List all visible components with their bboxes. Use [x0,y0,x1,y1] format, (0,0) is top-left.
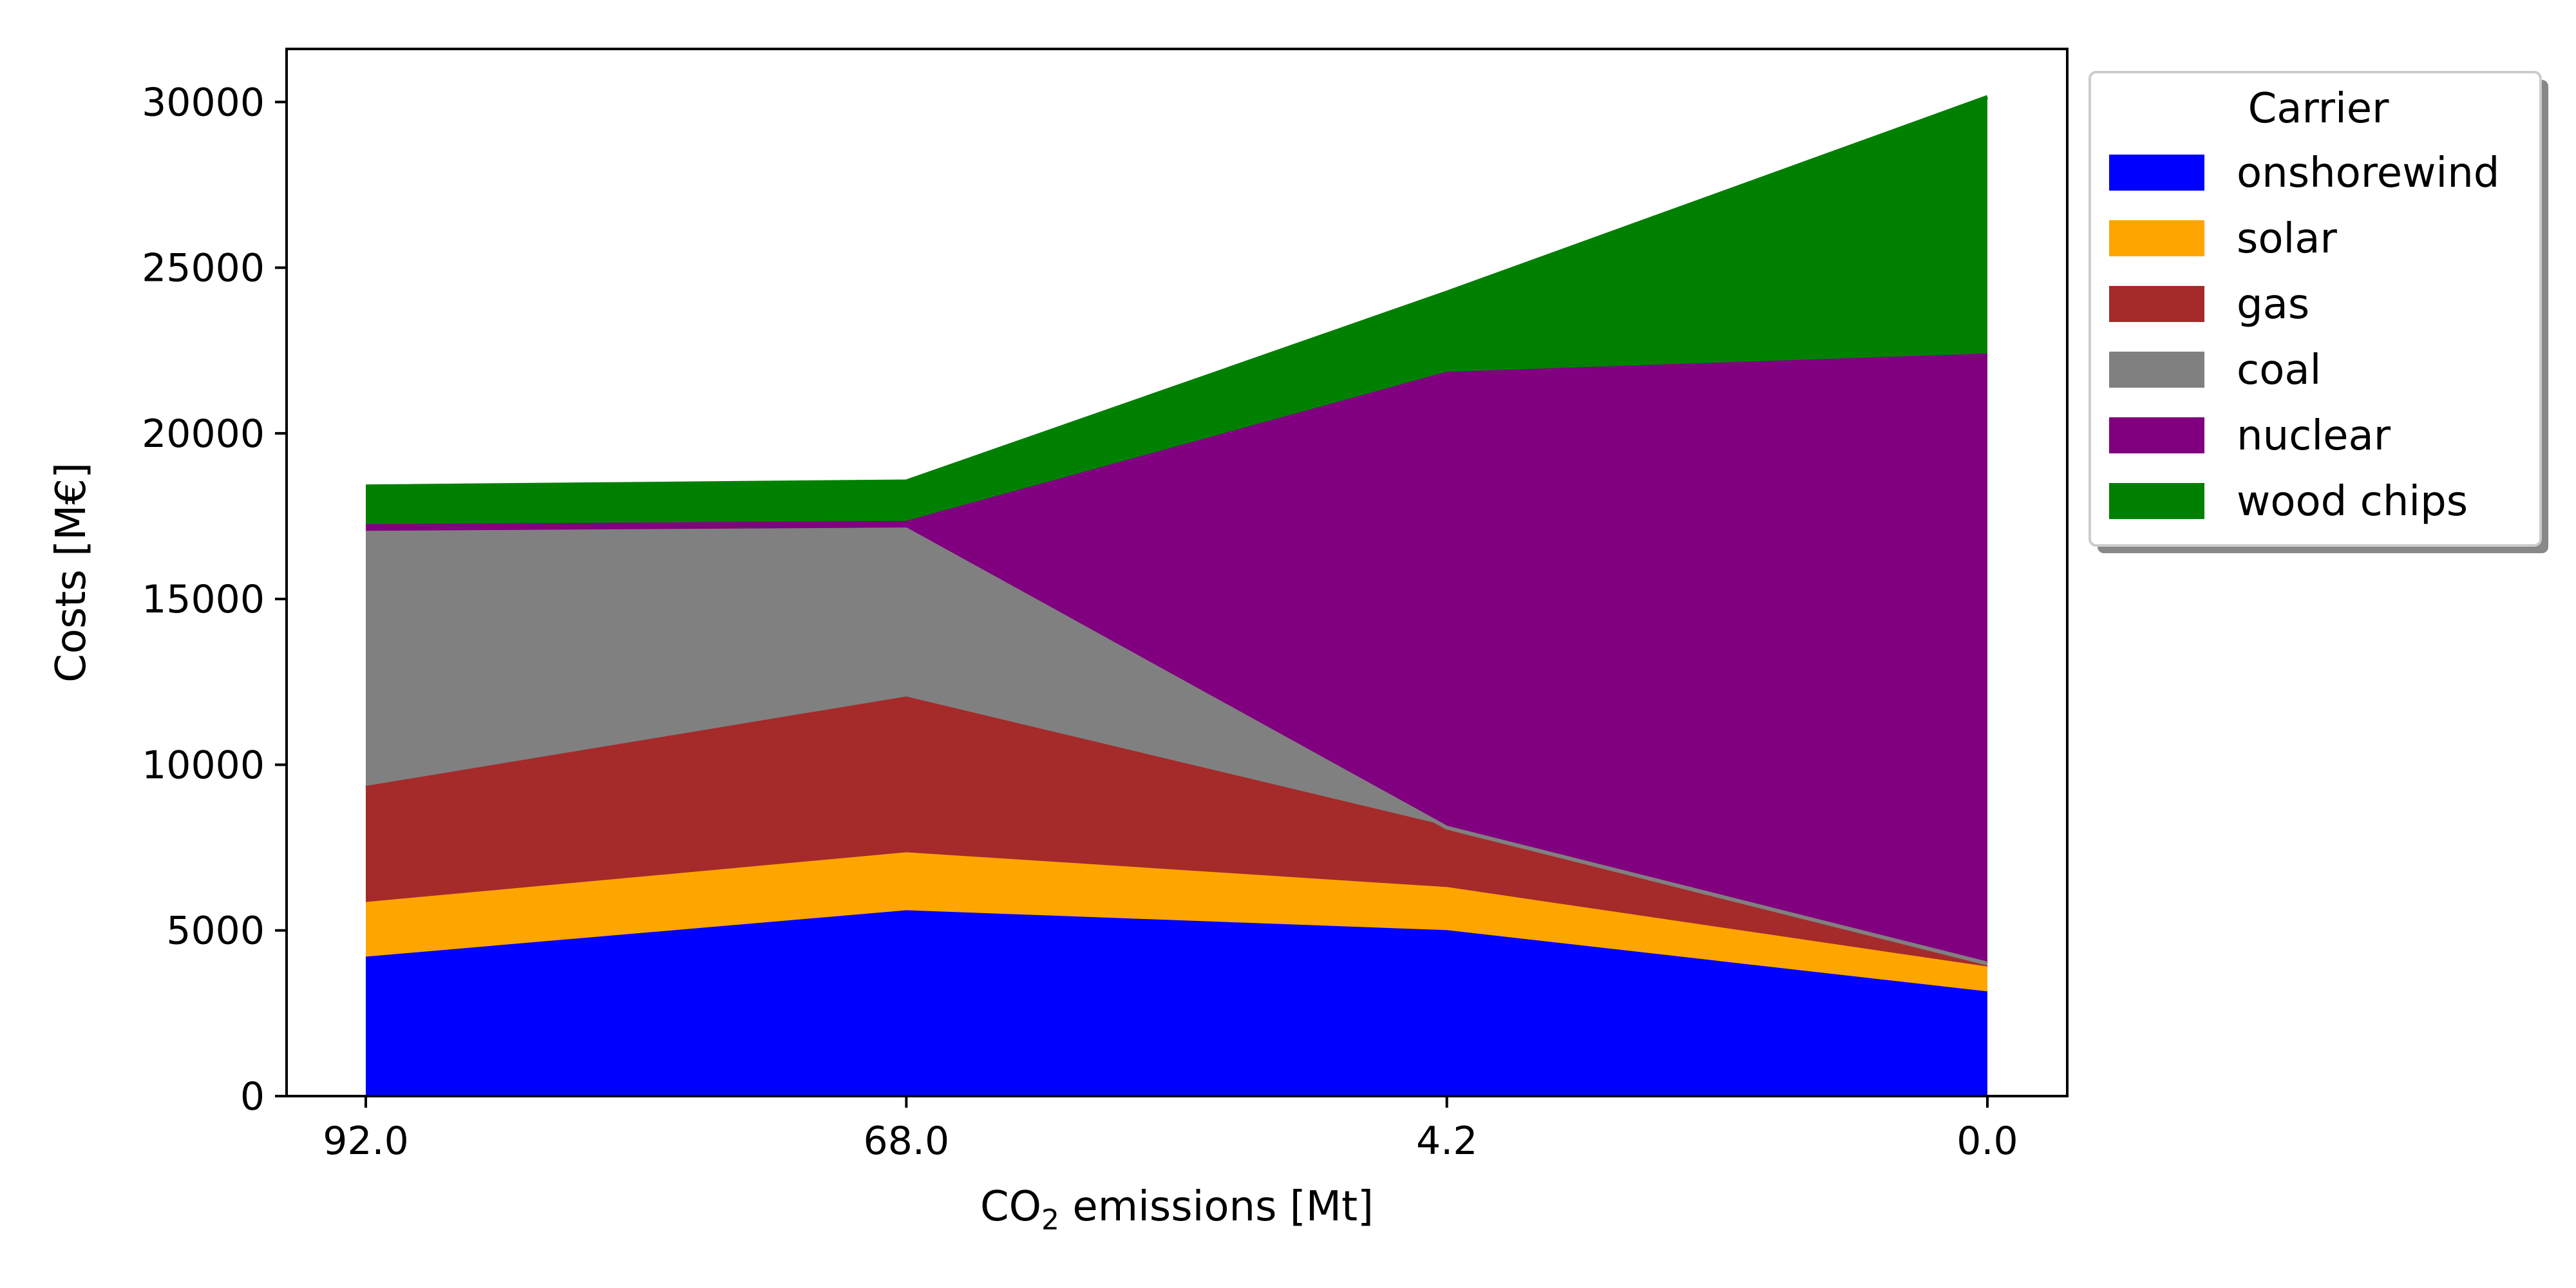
area-nuclear [366,355,1987,964]
line-nuclear [365,353,1988,528]
legend-title: Carrier [2248,85,2390,133]
y-axis: 0 5000 10000 15000 20000 25000 30000 [142,80,287,1119]
area-series-group [366,97,1987,1096]
legend-items: onshorewind solar gas coal nuclear wood chips [2109,149,2499,526]
line-onshorewind [365,910,1988,996]
plot-frame [285,48,2069,1097]
y-tick-label-5000: 5000 [166,909,265,954]
legend-label-coal: coal [2237,346,2321,394]
area-solar [366,854,1987,994]
x-tick-label-3: 0.0 [1956,1119,2018,1164]
legend-swatch-gas [2109,286,2204,322]
line-wood-chips [365,95,1989,489]
x-tick-label-2: 4.2 [1416,1119,1477,1164]
line-solar [365,852,1988,971]
legend-swatch-coal [2109,352,2204,388]
legend-label-wood-chips: wood chips [2237,478,2468,526]
y-tick-label-15000: 15000 [142,577,265,622]
x-tick-label-0: 92.0 [323,1119,409,1164]
legend-label-solar: solar [2237,215,2338,263]
area-coal [366,529,1987,964]
area-onshorewind [366,912,1987,1096]
x-tick-label-1: 68.0 [864,1119,950,1164]
y-tick-label-0: 0 [240,1074,265,1119]
y-tick-label-25000: 25000 [142,246,265,291]
x-axis: 92.0 68.0 4.2 0.0 [323,1096,2018,1164]
x-axis-label-sub: 2 [1041,1204,1059,1236]
legend-swatch-wood-chips [2109,483,2204,519]
y-tick-label-20000: 20000 [142,412,265,457]
legend: Carrier onshorewind solar gas coal nuclear wo… [2088,71,2548,553]
x-axis-label: CO2 emissions [Mt] [980,1183,1374,1236]
legend-label-gas: gas [2237,281,2309,328]
legend-swatch-solar [2109,220,2204,256]
x-axis-label-post: emissions [Mt] [1059,1183,1374,1231]
x-axis-label-pre: CO [980,1183,1041,1231]
legend-label-nuclear: nuclear [2237,412,2391,460]
y-axis-label: Costs [M€] [48,462,95,683]
area-gas [366,698,1987,969]
area-wood-chips [366,97,1987,526]
area-outline-group [365,95,1989,996]
legend-swatch-nuclear [2109,417,2204,453]
y-tick-label-10000: 10000 [142,743,265,788]
legend-label-onshorewind: onshorewind [2237,149,2499,197]
legend-swatch-onshorewind [2109,155,2204,191]
y-tick-label-30000: 30000 [142,80,265,125]
line-coal [365,527,1988,966]
